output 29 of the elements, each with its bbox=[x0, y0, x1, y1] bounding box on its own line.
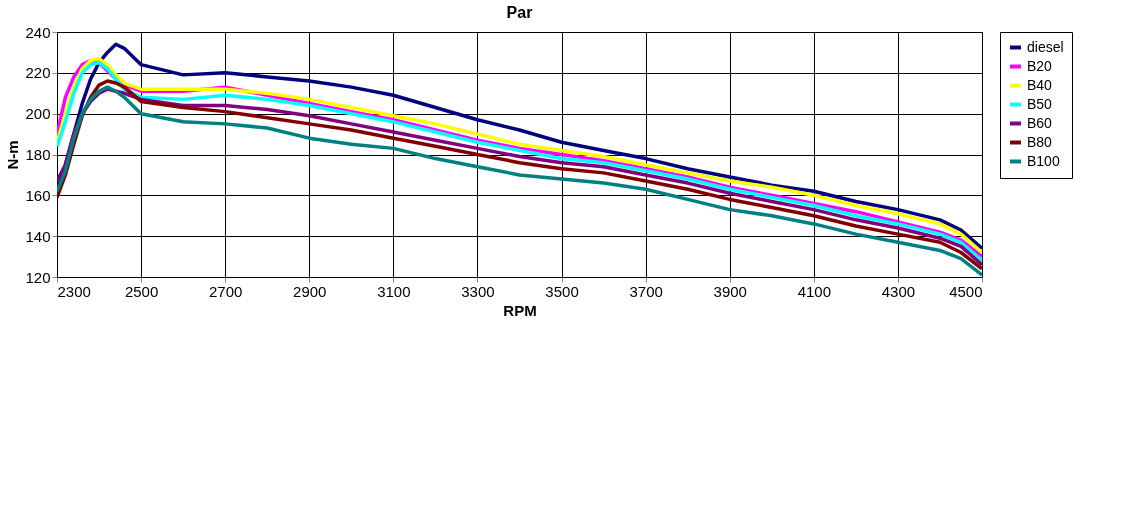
x-tick-label: 4100 bbox=[797, 282, 832, 300]
legend-label: B60 bbox=[1027, 114, 1053, 131]
x-tick-label: 2300 bbox=[57, 282, 91, 300]
y-tick-label: 140 bbox=[25, 227, 51, 245]
x-tick-label: 3500 bbox=[545, 282, 579, 300]
y-axis-title: N-m bbox=[4, 140, 22, 170]
x-tick-label: 4500 bbox=[949, 282, 983, 300]
x-tick-label: 4300 bbox=[881, 282, 916, 300]
x-tick-label: 3700 bbox=[629, 282, 663, 300]
legend-label: diesel bbox=[1027, 38, 1064, 55]
y-tick-label: 200 bbox=[25, 105, 51, 123]
legend-label: B20 bbox=[1027, 57, 1053, 74]
x-tick-label: 2500 bbox=[124, 282, 159, 300]
x-tick-label: 2900 bbox=[293, 282, 327, 300]
x-tick-label: 3100 bbox=[377, 282, 411, 300]
legend-label: B50 bbox=[1027, 95, 1053, 112]
legend-label: B40 bbox=[1027, 76, 1053, 93]
y-tick-label: 220 bbox=[25, 64, 51, 82]
legend-label: B80 bbox=[1027, 133, 1053, 150]
x-tick-label: 2700 bbox=[208, 282, 243, 300]
x-tick-label: 3900 bbox=[713, 282, 747, 300]
x-tick-label: 3300 bbox=[461, 282, 495, 300]
y-tick-label: 180 bbox=[25, 146, 51, 163]
chart-title: Par bbox=[506, 4, 533, 21]
legend-label: B100 bbox=[1027, 152, 1060, 169]
x-axis-title: RPM bbox=[503, 301, 537, 319]
y-tick-label: 160 bbox=[25, 186, 51, 204]
y-tick-label: 240 bbox=[25, 23, 51, 41]
y-tick-label: 120 bbox=[25, 268, 51, 286]
